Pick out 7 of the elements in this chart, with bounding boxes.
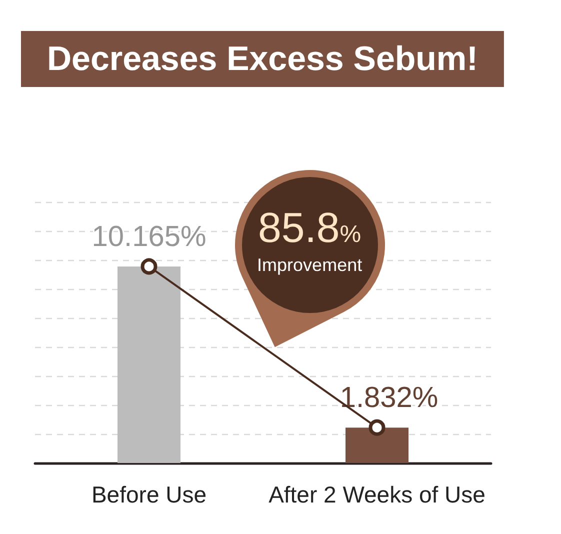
data-label: 10.165% (92, 220, 206, 253)
annotation: Improvement (257, 254, 362, 275)
x-tick-label: After 2 Weeks of Use (268, 482, 486, 508)
data-label: 1.832% (340, 382, 438, 414)
x-tick-label: Before Use (91, 482, 207, 508)
chart-title: Decreases Excess Sebum! (47, 40, 478, 78)
annotation: 85.8% (258, 204, 362, 251)
